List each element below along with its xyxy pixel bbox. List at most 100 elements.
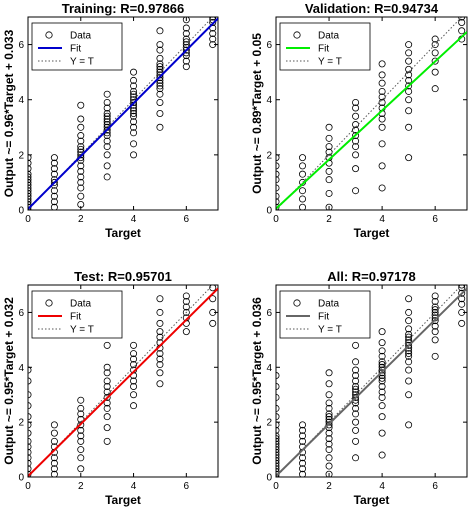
data-point: [405, 325, 413, 333]
data-point: [28, 465, 32, 473]
data-point: [325, 421, 333, 429]
data-point: [103, 363, 111, 371]
data-point: [378, 87, 386, 95]
data-point: [405, 377, 413, 385]
identity-line: [276, 17, 463, 210]
x-tick-label: 0: [25, 214, 31, 225]
data-point: [77, 154, 85, 162]
data-point: [156, 27, 164, 35]
data-point: [28, 178, 32, 186]
data-point: [276, 413, 280, 421]
data-point: [431, 35, 439, 43]
data-point: [28, 198, 32, 206]
data-point: [431, 292, 439, 300]
data-point: [103, 424, 111, 432]
data-point: [431, 322, 439, 330]
data-point: [156, 68, 164, 76]
data-point: [209, 295, 217, 303]
data-point: [50, 454, 58, 462]
y-tick-label: 2: [266, 418, 272, 429]
x-tick-label: 4: [379, 481, 385, 492]
data-point: [50, 437, 58, 445]
data-point: [352, 437, 360, 445]
legend-box: [31, 22, 123, 71]
x-tick-label: 0: [25, 481, 31, 492]
legend-data-marker: [293, 299, 301, 307]
data-point: [458, 27, 466, 35]
data-point: [276, 437, 280, 445]
legend-label: Fit: [70, 312, 81, 323]
legend-label: Data: [70, 299, 92, 310]
fit-line: [28, 287, 218, 477]
data-point: [405, 71, 413, 79]
data-point: [378, 388, 386, 396]
data-point: [182, 303, 190, 311]
data-point: [77, 151, 85, 159]
identity-line: [276, 285, 463, 477]
data-point: [405, 57, 413, 65]
data-point: [156, 110, 164, 118]
subplot-3: 0 2 4 6 0 2 4 6 Test: R=0.95701 Target Output ~= 0…: [2, 269, 219, 507]
legend-data-marker: [45, 299, 53, 307]
data-point: [458, 17, 466, 21]
data-point: [431, 303, 439, 311]
plot-data: [276, 17, 467, 210]
legend-label: Data: [70, 31, 92, 42]
data-point: [352, 385, 360, 393]
data-point: [103, 143, 111, 151]
data-point: [431, 85, 439, 93]
data-point: [103, 98, 111, 106]
data-point: [325, 143, 333, 151]
data-point: [77, 145, 85, 153]
data-point: [28, 187, 32, 195]
data-point: [276, 426, 280, 434]
data-point: [28, 154, 32, 162]
fit-line: [276, 287, 467, 477]
y-tick-label: 2: [18, 418, 24, 429]
legend-data-marker: [45, 31, 53, 39]
data-point: [276, 462, 280, 470]
data-point: [405, 347, 413, 355]
data-point: [378, 369, 386, 377]
data-point: [325, 435, 333, 443]
data-point: [378, 123, 386, 131]
data-point: [378, 115, 386, 123]
data-point: [405, 350, 413, 358]
y-tick-label: 4: [266, 363, 272, 374]
data-point: [299, 454, 307, 462]
data-point: [103, 388, 111, 396]
data-point: [352, 126, 360, 134]
data-point: [299, 437, 307, 445]
data-point: [378, 393, 386, 401]
data-point: [431, 297, 439, 305]
y-tick-label: 0: [266, 206, 272, 217]
data-point: [130, 151, 138, 159]
data-point: [378, 358, 386, 366]
plot-data: [28, 17, 218, 210]
data-point: [378, 162, 386, 170]
data-point: [299, 459, 307, 467]
y-axis-label: Output ~= 0.95*Target + 0.036: [250, 297, 264, 465]
subplot-2: 0 2 4 6 0 2 4 6 Validation: R=0.94734 Target Outpu…: [250, 1, 468, 240]
data-point: [182, 30, 190, 38]
data-point: [378, 328, 386, 336]
data-point: [182, 308, 190, 316]
data-point: [325, 203, 333, 210]
data-point: [130, 382, 138, 390]
x-tick-label: 0: [273, 481, 279, 492]
data-point: [50, 165, 58, 173]
data-point: [103, 115, 111, 123]
data-point: [130, 123, 138, 131]
data-point: [378, 374, 386, 382]
data-point: [28, 421, 32, 429]
data-point: [28, 189, 32, 197]
data-point: [28, 454, 32, 462]
legend: Data Fit Y = T: [279, 290, 371, 339]
data-point: [28, 366, 32, 374]
data-point: [50, 470, 58, 477]
legend-label: Data: [318, 31, 340, 42]
x-axis-label: Target: [354, 226, 390, 240]
data-point: [405, 76, 413, 84]
x-axis-label: Target: [354, 493, 390, 507]
data-point: [28, 437, 32, 445]
